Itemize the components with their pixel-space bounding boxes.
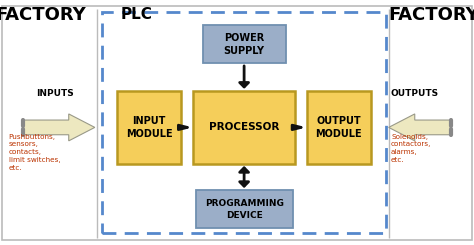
Text: FACTORY: FACTORY: [0, 7, 86, 24]
Bar: [195, 191, 292, 228]
Bar: [307, 91, 371, 164]
Text: OUTPUTS: OUTPUTS: [391, 89, 439, 98]
Text: FACTORY: FACTORY: [388, 7, 474, 24]
Bar: [193, 91, 295, 164]
Text: OUTPUT
MODULE: OUTPUT MODULE: [316, 116, 362, 139]
Bar: [202, 25, 285, 63]
Polygon shape: [389, 114, 451, 141]
Text: PROGRAMMING
DEVICE: PROGRAMMING DEVICE: [205, 199, 283, 220]
Text: Pushbuttons,
sensors,
contacts,
limit switches,
etc.: Pushbuttons, sensors, contacts, limit sw…: [9, 134, 60, 171]
Text: PLC: PLC: [121, 7, 153, 22]
Text: Solenoids,
contactors,
alarms,
etc.: Solenoids, contactors, alarms, etc.: [391, 134, 431, 163]
Text: INPUTS: INPUTS: [36, 89, 73, 98]
Bar: [117, 91, 181, 164]
Bar: [102, 12, 386, 233]
Polygon shape: [23, 114, 95, 141]
Text: INPUT
MODULE: INPUT MODULE: [126, 116, 173, 139]
Text: PROCESSOR: PROCESSOR: [209, 122, 279, 132]
Text: POWER
SUPPLY: POWER SUPPLY: [224, 33, 264, 56]
